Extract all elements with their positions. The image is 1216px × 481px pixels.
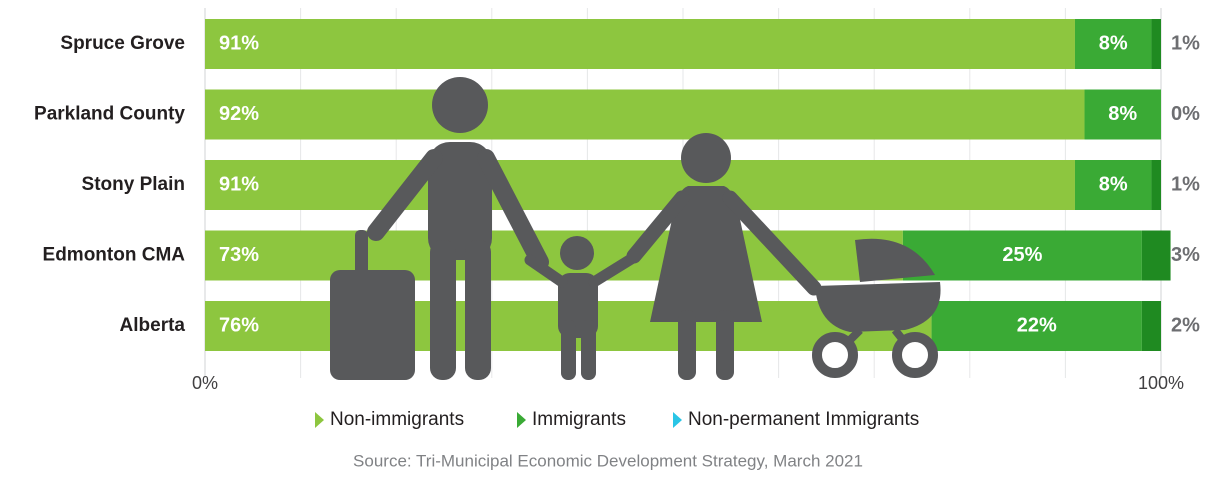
value-label: 8% <box>1099 32 1128 54</box>
category-label: Edmonton CMA <box>43 245 186 266</box>
value-label: 8% <box>1108 103 1137 125</box>
value-label: 76% <box>219 314 259 336</box>
value-label: 91% <box>219 32 259 54</box>
bar-segment <box>1151 160 1161 210</box>
bar-segment <box>1142 231 1171 281</box>
value-label: 22% <box>1017 314 1057 336</box>
category-label: Stony Plain <box>82 174 185 195</box>
value-label: 92% <box>219 103 259 125</box>
source: Source: Tri-Municipal Economic Developme… <box>353 451 863 470</box>
value-label: 73% <box>219 244 259 266</box>
value-label: 3% <box>1171 244 1200 266</box>
value-label: 1% <box>1171 173 1200 195</box>
value-label: 91% <box>219 173 259 195</box>
value-label: 25% <box>1002 244 1042 266</box>
value-label: 1% <box>1171 32 1200 54</box>
bar-segment <box>1151 19 1161 69</box>
value-label: 0% <box>1171 103 1200 125</box>
legend-marker <box>517 412 526 428</box>
legend-marker <box>315 412 324 428</box>
x-tick-label: 0% <box>192 373 218 393</box>
bar-segment <box>1142 301 1161 351</box>
legend-label: Immigrants <box>532 409 626 430</box>
category-label: Parkland County <box>34 104 185 125</box>
chart: 0% 100% Spruce Grove 91% 8% 1% Parkland County… <box>0 0 1216 476</box>
value-label: 8% <box>1099 173 1128 195</box>
bar-segment <box>205 90 1085 140</box>
category-label: Spruce Grove <box>60 33 185 54</box>
legend-marker <box>673 412 682 428</box>
legend-label: Non-permanent Immigrants <box>688 409 919 430</box>
category-label: Alberta <box>120 315 186 336</box>
legend-label: Non-immigrants <box>330 409 464 430</box>
value-label: 2% <box>1171 314 1200 336</box>
bar-segment <box>205 160 1075 210</box>
x-tick-label: 100% <box>1138 373 1184 393</box>
bar-segment <box>205 19 1075 69</box>
